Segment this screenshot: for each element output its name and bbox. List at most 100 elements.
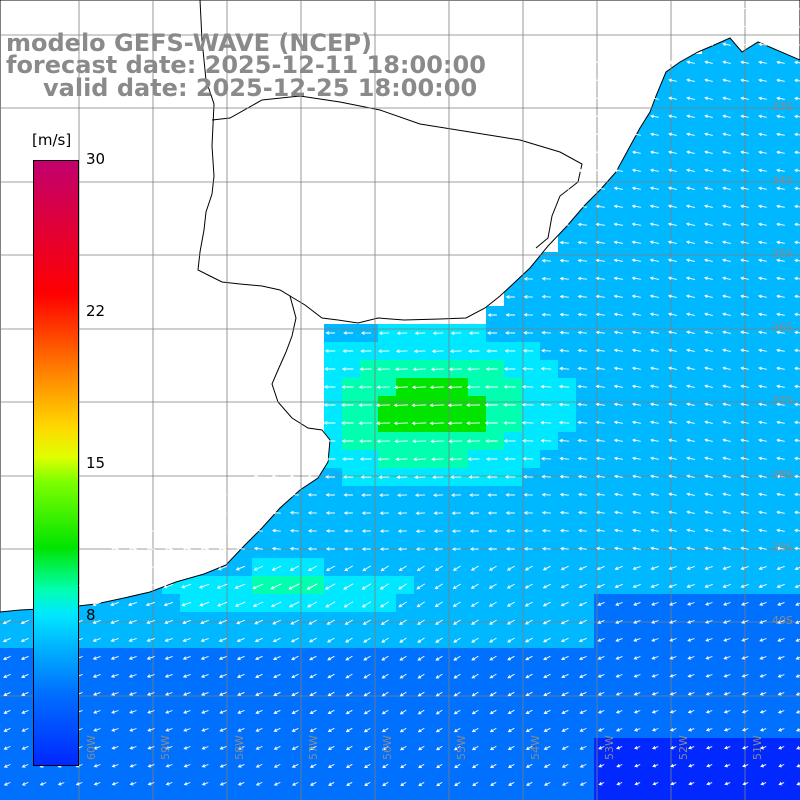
wind-arrow [651,674,659,678]
wind-arrow [382,763,389,769]
wind-arrow [471,691,479,697]
wind-arrow [777,655,785,660]
wind-arrow [794,366,800,371]
wind-arrow [651,656,659,660]
wind-arrow [633,637,641,642]
wind-arrow [307,565,318,571]
wind-arrow [560,565,569,571]
wind-arrow [341,421,354,425]
wind-arrow [254,619,263,625]
wind-arrow [270,583,282,590]
wind-arrow [776,114,785,119]
wind-cell [72,792,90,800]
wind-arrow [128,546,137,551]
wind-cell [414,792,432,800]
wind-arrow [417,709,425,715]
wind-arrow [688,763,695,768]
wind-arrow [399,691,407,697]
wind-cell [792,594,800,612]
wind-arrow [237,763,245,768]
wind-arrow [704,132,713,137]
wind-arrow [468,331,480,335]
wind-arrow [395,457,408,462]
wind-arrow [363,691,371,697]
wind-arrow [704,60,713,65]
wind-arrow [110,546,119,551]
wind-arrow [181,565,192,571]
wind-arrow [685,294,695,299]
wind-arrow [489,727,497,733]
wind-arrow [93,746,101,750]
wind-arrow [794,438,800,443]
wind-arrow [453,691,461,697]
wind-arrow [686,438,695,443]
wind-arrow [345,727,353,733]
wind-arrow [577,456,588,461]
wind-arrow [271,546,281,551]
wind-arrow [20,619,29,625]
wind-arrow [183,782,191,786]
wind-arrow [667,348,677,353]
wind-arrow [722,510,731,515]
wind-arrow [667,276,677,281]
wind-cell [360,792,378,800]
colorbar-unit: [m/s] [32,131,72,149]
wind-arrow [740,384,749,389]
wind-arrow [632,60,641,65]
wind-cell [792,612,800,630]
wind-arrow [688,745,695,750]
wind-arrow [272,619,281,625]
wind-arrow [686,132,695,137]
wind-arrow [685,312,695,317]
wind-arrow [291,781,299,786]
wind-arrow [524,565,533,571]
wind-arrow [324,457,336,461]
wind-arrow [182,655,191,660]
latitude-label: 38S [772,468,793,481]
wind-arrow [615,637,623,642]
wind-arrow [128,655,137,660]
wind-arrow [379,529,389,533]
wind-arrow [650,78,659,83]
wind-arrow [740,276,749,281]
wind-arrow [631,348,641,353]
wind-arrow [704,402,713,407]
wind-arrow [323,403,336,407]
wind-arrow [291,745,299,750]
wind-arrow [309,709,317,714]
wind-arrow [577,420,588,425]
wind-arrow [649,258,659,263]
wind-arrow [181,583,192,589]
wind-arrow [412,439,427,444]
lagoon-outline [211,95,583,249]
wind-arrow [431,457,444,462]
wind-arrow [577,402,588,407]
wind-arrow [129,710,137,714]
wind-arrow [541,528,551,533]
wind-arrow [633,619,641,624]
wind-arrow [376,421,391,426]
wind-arrow [776,565,785,571]
wind-arrow [430,367,444,372]
wind-arrow [429,421,445,426]
wind-arrow [341,385,354,389]
longitude-label: 54W [529,735,542,760]
wind-arrow [399,637,407,643]
wind-arrow [523,493,534,497]
wind-cell [774,792,792,800]
wind-arrow [704,312,713,317]
latitude-label: 37S [772,394,793,407]
wind-arrow [291,763,299,768]
wind-arrow [486,475,498,479]
wind-arrow [614,528,623,533]
wind-arrow [418,745,425,751]
wind-arrow [722,312,731,317]
wind-arrow [722,492,731,497]
wind-arrow [632,546,641,551]
wind-arrow [759,638,767,642]
wind-arrow [740,474,749,479]
wind-arrow [668,474,677,479]
wind-arrow [164,546,173,551]
wind-arrow [252,601,264,607]
